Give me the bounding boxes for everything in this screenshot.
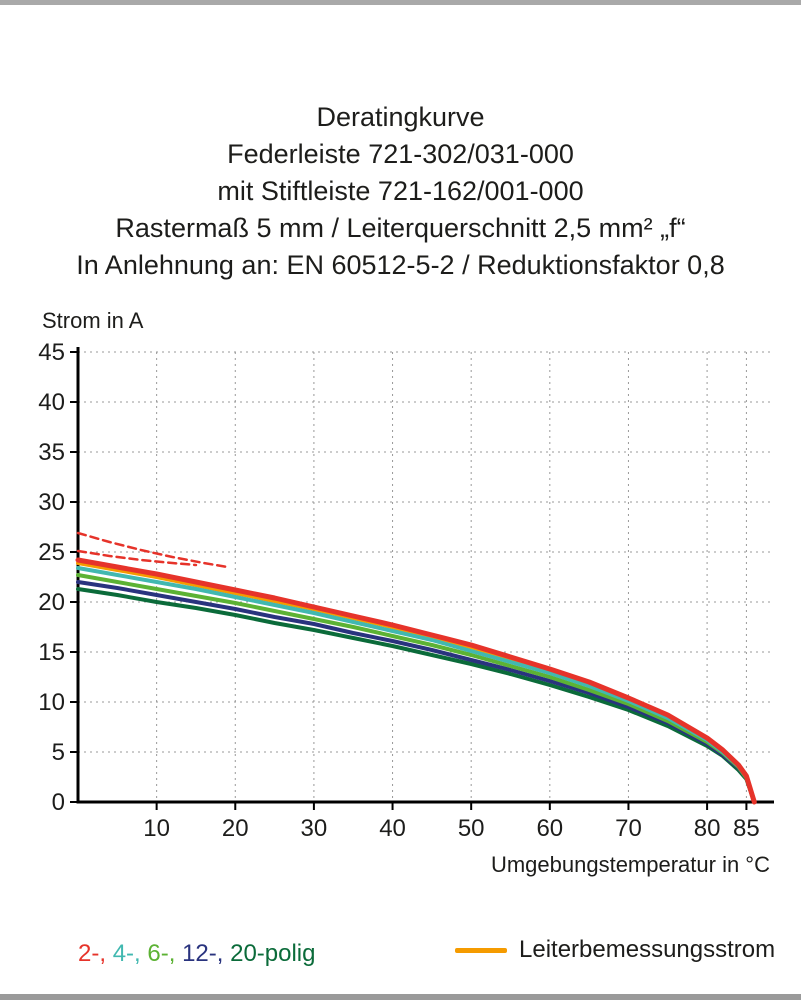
curve-2-polig-grenzlinie-2 <box>76 549 198 567</box>
legend-pole-12: 12-, <box>182 940 231 967</box>
y-tick-label: 15 <box>38 639 65 666</box>
chart-title-block: Deratingkurve Federleiste 721-302/031-00… <box>0 99 801 284</box>
curve-6-polig <box>76 573 757 804</box>
curve-4-polig <box>76 566 757 804</box>
title-line: Rastermaß 5 mm / Leiterquerschnitt 2,5 m… <box>115 213 686 243</box>
rated-current-label: Leiterbemessungsstrom <box>519 936 776 963</box>
legend-pole-4: 4-, <box>112 940 148 967</box>
y-tick-label: 5 <box>52 739 65 766</box>
legend-polig-suffix: polig <box>264 940 316 967</box>
y-tick-label: 0 <box>52 789 65 816</box>
legend-rated-current: Leiterbemessungsstrom <box>455 936 775 964</box>
y-tick-label: 25 <box>38 539 65 566</box>
curve-12-polig <box>76 580 757 804</box>
curve-20-polig <box>76 587 757 804</box>
x-tick-label: 30 <box>301 815 328 842</box>
y-tick-label: 30 <box>38 489 65 516</box>
x-tick-label: 80 <box>694 815 721 842</box>
legend-poles: 2-, 4-, 6-, 12-, 20-polig <box>78 940 316 968</box>
legend-pole-6: 6-, <box>147 940 183 967</box>
curve-2-polig <box>75 557 757 805</box>
x-tick-label: 70 <box>615 815 642 842</box>
y-tick-label: 45 <box>38 342 65 366</box>
x-tick-label: 10 <box>143 815 170 842</box>
x-tick-label: 50 <box>458 815 485 842</box>
legend-pole-20: 20- <box>230 940 265 967</box>
title-line: Deratingkurve <box>316 102 485 132</box>
y-tick-label: 20 <box>38 589 65 616</box>
x-axis-title: Umgebungstemperatur in °C <box>490 852 770 877</box>
title-line: mit Stiftleiste 721-162/001-000 <box>217 176 584 206</box>
x-tick-label: 20 <box>222 815 249 842</box>
title-line: Federleiste 721-302/031-000 <box>227 139 574 169</box>
bottom-border <box>0 994 801 1000</box>
x-tick-label: 60 <box>536 815 563 842</box>
top-border <box>0 0 801 5</box>
x-tick-label: 85 <box>733 815 760 842</box>
y-axis-title: Strom in A <box>42 308 144 333</box>
legend-pole-2: 2-, <box>78 940 113 967</box>
curve-2-polig-grenzlinie-1 <box>76 531 229 569</box>
y-tick-label: 10 <box>38 689 65 716</box>
y-tick-label: 40 <box>38 389 65 416</box>
derating-chart: 0 5 10 15 20 25 30 35 40 45 10 20 30 40 50 60 70 80 85 <box>38 342 774 842</box>
legend: 2-, 4-, 6-, 12-, 20-polig Leiterbemessun… <box>0 936 801 976</box>
y-tick-label: 35 <box>38 439 65 466</box>
title-line: In Anlehnung an: EN 60512-5-2 / Reduktio… <box>76 250 725 280</box>
rated-current-swatch <box>455 947 507 953</box>
x-tick-label: 40 <box>379 815 406 842</box>
